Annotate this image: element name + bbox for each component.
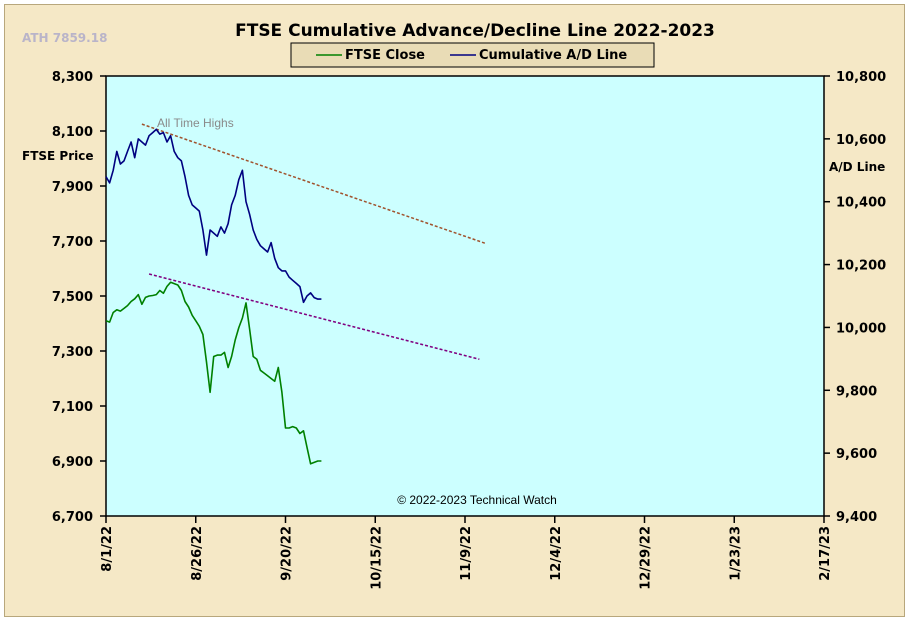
copyright-text: © 2022-2023 Technical Watch <box>397 493 557 507</box>
trendline-lower <box>148 273 480 360</box>
y-left-tick-label: 6,700 <box>52 510 93 525</box>
x-tick-label: 1/23/23 <box>728 526 743 581</box>
series-line-ftse-close <box>105 281 322 465</box>
x-tick-label: 12/4/22 <box>549 526 564 581</box>
y-right-tick-label: 10,000 <box>836 321 886 336</box>
x-tick-label: 12/29/22 <box>639 526 654 590</box>
series-line-cumulative-ad <box>105 128 322 304</box>
all-time-highs-annotation: All Time Highs <box>157 116 234 130</box>
x-tick-label: 9/20/22 <box>280 526 295 581</box>
y-right-tick-label: 10,800 <box>836 70 886 85</box>
ath-label: ATH 7859.18 <box>22 31 107 45</box>
y-axis-right: 9,400 9,600 9,800 10,000 10,200 10,400 10,600 1… <box>824 70 886 525</box>
series-layer <box>105 128 322 465</box>
trendline-upper <box>141 123 487 245</box>
y-left-tick-label: 8,100 <box>52 125 93 140</box>
x-tick-label: 10/15/22 <box>369 526 384 590</box>
trendlines <box>141 123 487 360</box>
x-tick-label: 8/1/22 <box>100 526 115 572</box>
y-left-tick-label: 7,900 <box>52 180 93 195</box>
x-tick-label: 11/9/22 <box>459 526 474 581</box>
chart-title: FTSE Cumulative Advance/Decline Line 202… <box>235 21 715 41</box>
y-axis-right-label: A/D Line <box>829 160 885 174</box>
y-right-tick-label: 10,200 <box>836 259 886 274</box>
legend-label-ad: Cumulative A/D Line <box>479 48 627 63</box>
y-left-tick-label: 7,700 <box>52 235 93 250</box>
plot-area <box>105 75 825 517</box>
y-right-tick-label: 9,600 <box>836 447 877 462</box>
y-left-tick-label: 7,100 <box>52 400 93 415</box>
legend-label-ftse: FTSE Close <box>345 48 425 63</box>
y-left-tick-label: 8,300 <box>52 70 93 85</box>
y-left-tick-label: 7,500 <box>52 290 93 305</box>
x-tick-label: 8/26/22 <box>190 526 205 581</box>
y-right-tick-label: 10,400 <box>836 196 886 211</box>
legend: FTSE Close Cumulative A/D Line <box>290 42 655 68</box>
y-right-tick-label: 9,800 <box>836 384 877 399</box>
y-axis-left-label: FTSE Price <box>22 149 93 163</box>
y-right-tick-label: 10,600 <box>836 133 886 148</box>
y-axis-left: 6,700 6,900 7,100 7,300 7,500 7,700 7,900 8,100… <box>52 70 106 525</box>
x-axis: 8/1/22 8/26/22 9/20/22 10/15/22 11/9/22 12/4/… <box>100 516 833 590</box>
y-left-tick-label: 6,900 <box>52 455 93 470</box>
y-left-tick-label: 7,300 <box>52 345 93 360</box>
x-tick-label: 2/17/23 <box>818 526 833 581</box>
y-right-tick-label: 9,400 <box>836 510 877 525</box>
